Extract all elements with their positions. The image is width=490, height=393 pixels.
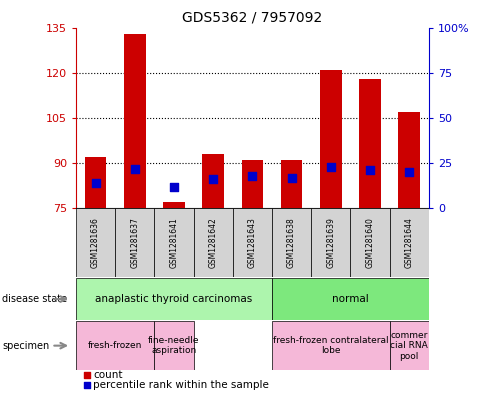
Point xyxy=(83,382,91,388)
Point xyxy=(209,176,217,182)
Bar xyxy=(202,154,224,208)
FancyBboxPatch shape xyxy=(272,321,390,370)
FancyBboxPatch shape xyxy=(390,208,429,277)
Text: specimen: specimen xyxy=(2,341,49,351)
Text: GSM1281638: GSM1281638 xyxy=(287,217,296,268)
Text: GSM1281637: GSM1281637 xyxy=(130,217,139,268)
Text: GSM1281642: GSM1281642 xyxy=(209,217,218,268)
Text: disease state: disease state xyxy=(2,294,68,304)
Text: GSM1281641: GSM1281641 xyxy=(170,217,178,268)
FancyBboxPatch shape xyxy=(311,208,350,277)
Point xyxy=(366,167,374,173)
Text: fine-needle
aspiration: fine-needle aspiration xyxy=(148,336,200,355)
Text: GSM1281643: GSM1281643 xyxy=(248,217,257,268)
Bar xyxy=(359,79,381,208)
Text: GSM1281640: GSM1281640 xyxy=(366,217,374,268)
FancyBboxPatch shape xyxy=(154,208,194,277)
FancyBboxPatch shape xyxy=(154,321,194,370)
Point xyxy=(327,163,335,170)
FancyBboxPatch shape xyxy=(76,321,154,370)
Point xyxy=(131,165,139,172)
Point xyxy=(405,169,413,175)
FancyBboxPatch shape xyxy=(115,208,154,277)
Text: GSM1281639: GSM1281639 xyxy=(326,217,335,268)
Point xyxy=(288,174,295,181)
Title: GDS5362 / 7957092: GDS5362 / 7957092 xyxy=(182,11,322,25)
Point xyxy=(248,173,256,179)
Text: GSM1281644: GSM1281644 xyxy=(405,217,414,268)
Text: GSM1281636: GSM1281636 xyxy=(91,217,100,268)
FancyBboxPatch shape xyxy=(233,208,272,277)
FancyBboxPatch shape xyxy=(76,278,272,320)
Bar xyxy=(163,202,185,208)
Bar xyxy=(281,160,302,208)
Bar xyxy=(320,70,342,208)
FancyBboxPatch shape xyxy=(350,208,390,277)
Text: percentile rank within the sample: percentile rank within the sample xyxy=(93,380,269,390)
Text: commer
cial RNA
pool: commer cial RNA pool xyxy=(390,331,428,360)
Point xyxy=(83,372,91,378)
Bar xyxy=(124,33,146,208)
FancyBboxPatch shape xyxy=(76,208,115,277)
FancyBboxPatch shape xyxy=(272,208,311,277)
FancyBboxPatch shape xyxy=(194,208,233,277)
Text: anaplastic thyroid carcinomas: anaplastic thyroid carcinomas xyxy=(96,294,252,304)
Bar xyxy=(242,160,263,208)
Text: normal: normal xyxy=(332,294,368,304)
Text: count: count xyxy=(93,370,122,380)
Point xyxy=(92,180,99,186)
FancyBboxPatch shape xyxy=(272,278,429,320)
Text: fresh-frozen contralateral
lobe: fresh-frozen contralateral lobe xyxy=(273,336,389,355)
Point xyxy=(170,184,178,190)
Bar xyxy=(398,112,420,208)
FancyBboxPatch shape xyxy=(390,321,429,370)
Bar xyxy=(85,157,106,208)
Text: fresh-frozen: fresh-frozen xyxy=(88,341,142,350)
